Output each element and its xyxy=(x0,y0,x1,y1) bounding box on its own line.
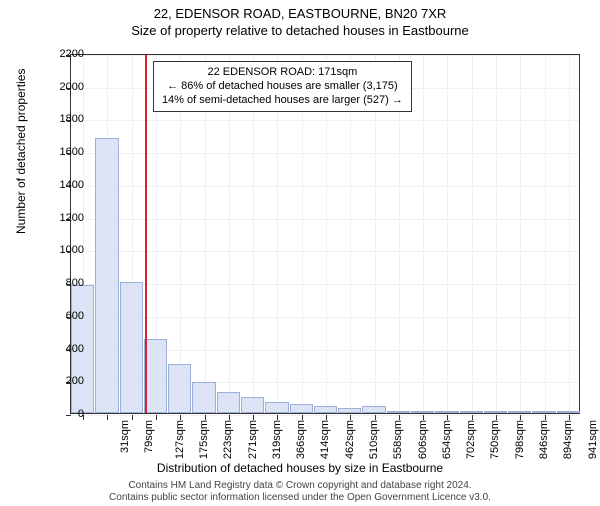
x-tick-label: 798sqm xyxy=(514,420,526,459)
y-tick-label: 1800 xyxy=(44,113,84,125)
histogram-bar xyxy=(338,408,361,413)
x-tick-label: 750sqm xyxy=(490,420,502,459)
y-tick-label: 1400 xyxy=(44,179,84,191)
gridline-vertical xyxy=(496,55,497,413)
gridline-vertical xyxy=(423,55,424,413)
x-tick xyxy=(107,415,108,420)
y-tick-label: 200 xyxy=(44,375,84,387)
gridline-horizontal xyxy=(71,284,579,285)
x-axis-title: Distribution of detached houses by size … xyxy=(0,461,600,475)
x-tick-label: 127sqm xyxy=(174,420,186,459)
histogram-bar xyxy=(387,411,410,413)
x-tick-label: 941sqm xyxy=(587,420,599,459)
y-tick-label: 1000 xyxy=(44,244,84,256)
x-tick-label: 558sqm xyxy=(392,420,404,459)
chart-container: 22, EDENSOR ROAD, EASTBOURNE, BN20 7XR S… xyxy=(0,6,600,506)
x-tick-label: 366sqm xyxy=(295,420,307,459)
gridline-horizontal xyxy=(71,251,579,252)
histogram-bar xyxy=(144,339,167,413)
gridline-horizontal xyxy=(71,153,579,154)
footer-attribution: Contains HM Land Registry data © Crown c… xyxy=(0,480,600,504)
histogram-bar xyxy=(120,282,143,413)
histogram-bar xyxy=(290,404,313,413)
x-tick-label: 654sqm xyxy=(441,420,453,459)
x-tick-label: 846sqm xyxy=(538,420,550,459)
gridline-horizontal xyxy=(71,317,579,318)
annotation-line3: 14% of semi-detached houses are larger (… xyxy=(162,94,403,108)
y-tick-label: 1600 xyxy=(44,146,84,158)
gridline-vertical xyxy=(545,55,546,413)
gridline-horizontal xyxy=(71,120,579,121)
x-tick-label: 223sqm xyxy=(222,420,234,459)
y-tick-label: 400 xyxy=(44,343,84,355)
histogram-bar xyxy=(314,406,337,413)
footer-line2: Contains public sector information licen… xyxy=(0,492,600,504)
histogram-bar xyxy=(362,406,385,413)
reference-line xyxy=(145,55,147,413)
x-tick-label: 175sqm xyxy=(198,420,210,459)
histogram-bar xyxy=(265,402,288,413)
histogram-bar xyxy=(508,411,531,413)
y-tick-label: 1200 xyxy=(44,212,84,224)
histogram-bar xyxy=(411,411,434,413)
gridline-horizontal xyxy=(71,186,579,187)
histogram-bar xyxy=(557,411,580,413)
gridline-vertical xyxy=(447,55,448,413)
gridline-horizontal xyxy=(71,219,579,220)
footer-line1: Contains HM Land Registry data © Crown c… xyxy=(0,480,600,492)
x-tick-label: 79sqm xyxy=(143,420,155,453)
x-tick-label: 462sqm xyxy=(344,420,356,459)
x-tick-label: 894sqm xyxy=(562,420,574,459)
y-tick-label: 2200 xyxy=(44,48,84,60)
x-tick xyxy=(156,415,157,420)
histogram-bar xyxy=(484,411,507,413)
y-axis-title: Number of detached properties xyxy=(14,69,28,234)
gridline-horizontal xyxy=(71,415,579,416)
histogram-bar xyxy=(95,138,118,413)
y-tick-label: 600 xyxy=(44,310,84,322)
x-tick-label: 702sqm xyxy=(465,420,477,459)
y-tick-label: 800 xyxy=(44,277,84,289)
y-tick-label: 2000 xyxy=(44,81,84,93)
plot-area: 22 EDENSOR ROAD: 171sqm ← 86% of detache… xyxy=(70,54,580,414)
histogram-bar xyxy=(460,411,483,413)
chart-title-address: 22, EDENSOR ROAD, EASTBOURNE, BN20 7XR xyxy=(0,6,600,21)
x-tick xyxy=(132,415,133,420)
histogram-bar xyxy=(532,411,555,413)
x-tick-label: 510sqm xyxy=(368,420,380,459)
gridline-vertical xyxy=(569,55,570,413)
chart-subtitle: Size of property relative to detached ho… xyxy=(0,23,600,38)
gridline-vertical xyxy=(472,55,473,413)
histogram-bar xyxy=(435,411,458,413)
histogram-bar xyxy=(217,392,240,413)
x-tick-label: 414sqm xyxy=(320,420,332,459)
gridline-vertical xyxy=(520,55,521,413)
x-tick-label: 271sqm xyxy=(247,420,259,459)
x-tick-label: 606sqm xyxy=(417,420,429,459)
annotation-line1: 22 EDENSOR ROAD: 171sqm xyxy=(162,66,403,80)
annotation-box: 22 EDENSOR ROAD: 171sqm ← 86% of detache… xyxy=(153,61,412,112)
gridline-horizontal xyxy=(71,55,579,56)
x-tick-label: 319sqm xyxy=(271,420,283,459)
histogram-bar xyxy=(241,397,264,413)
x-tick-label: 31sqm xyxy=(119,420,131,453)
annotation-line2: ← 86% of detached houses are smaller (3,… xyxy=(162,80,403,94)
histogram-bar xyxy=(192,382,215,413)
plot-box: 22 EDENSOR ROAD: 171sqm ← 86% of detache… xyxy=(70,54,580,414)
y-tick-label: 0 xyxy=(44,408,84,420)
histogram-bar xyxy=(168,364,191,413)
